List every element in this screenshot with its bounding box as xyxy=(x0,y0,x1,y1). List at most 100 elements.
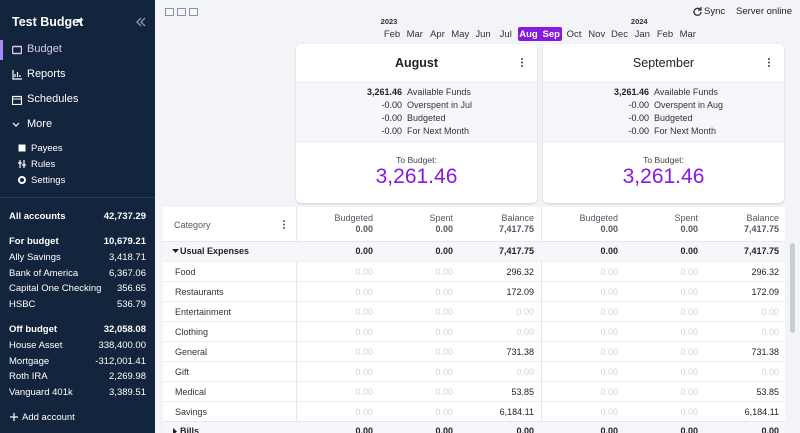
category-amount[interactable]: 0.00 xyxy=(600,407,618,417)
sub-nav-item[interactable]: Payees xyxy=(31,143,63,154)
budget-icon xyxy=(12,45,22,55)
group-total: 0.00 xyxy=(680,246,698,256)
add-icon xyxy=(10,413,18,421)
category-amount[interactable]: 0.00 xyxy=(355,387,373,397)
server-status: Server online xyxy=(736,6,792,17)
category-name[interactable]: Savings xyxy=(175,407,208,417)
reports-icon xyxy=(12,70,22,80)
category-name[interactable]: Clothing xyxy=(175,327,209,337)
summary-value: 3,261.46 xyxy=(613,87,649,97)
month-title: August xyxy=(394,56,439,70)
category-amount[interactable]: 0.00 xyxy=(355,307,373,317)
month-button[interactable]: Apr xyxy=(430,29,445,40)
group-name[interactable]: Usual Expenses xyxy=(180,246,250,256)
category-amount[interactable]: 0.00 xyxy=(355,347,373,357)
category-name[interactable]: Food xyxy=(175,267,196,277)
category-amount[interactable]: 0.00 xyxy=(600,327,618,337)
category-name[interactable]: Entertainment xyxy=(175,307,232,317)
summary-label: For Next Month xyxy=(654,126,717,136)
group-total: 7,417.75 xyxy=(743,246,779,256)
column-header: Spent xyxy=(674,213,698,223)
summary-value: -0.00 xyxy=(381,100,402,110)
account-group[interactable]: Off budget xyxy=(9,323,58,335)
month-button[interactable]: Dec xyxy=(611,29,628,40)
group-name[interactable]: Bills xyxy=(180,426,200,433)
account-balance: 338,400.00 xyxy=(98,339,146,351)
category-name[interactable]: Gift xyxy=(175,367,190,377)
sub-nav-item[interactable]: Settings xyxy=(31,175,66,186)
month-button[interactable]: Oct xyxy=(566,29,582,40)
account[interactable]: Vanguard 401k xyxy=(9,386,73,398)
category-amount[interactable]: 0.00 xyxy=(600,267,618,277)
category-amount: 0.00 xyxy=(435,267,453,277)
category-amount[interactable]: 0.00 xyxy=(600,387,618,397)
account[interactable]: Mortgage xyxy=(9,355,50,367)
budget-name[interactable]: Test Budget xyxy=(12,15,84,29)
month-button[interactable]: Jun xyxy=(475,29,491,40)
category-amount[interactable]: 0.00 xyxy=(355,327,373,337)
category-amount[interactable]: 0.00 xyxy=(355,407,373,417)
add-account[interactable]: Add account xyxy=(22,412,75,423)
sub-nav-item[interactable]: Rules xyxy=(31,159,56,170)
month-button[interactable]: May xyxy=(451,29,470,40)
month-button[interactable]: Mar xyxy=(406,29,423,40)
account[interactable]: HSBC xyxy=(9,299,36,311)
budget-table: Category Budgeted 0.00 Spent 0.00 Balance 7,41… xyxy=(163,207,785,433)
category-amount[interactable]: 0.00 xyxy=(355,287,373,297)
category-row xyxy=(163,341,785,362)
category-amount[interactable]: 0.00 xyxy=(355,367,373,377)
sidebar: Test Budget Budget Reports Schedules More Pay… xyxy=(0,0,155,433)
category-amount: 0.00 xyxy=(680,347,698,357)
month-button[interactable]: Feb xyxy=(656,29,674,40)
category-amount: 0.00 xyxy=(516,367,534,377)
account[interactable]: Roth IRA xyxy=(9,371,48,383)
category-name[interactable]: Medical xyxy=(175,387,207,397)
collapse-icon[interactable] xyxy=(136,17,146,27)
account[interactable]: House Asset xyxy=(9,339,63,351)
account[interactable]: Ally Savings xyxy=(9,252,61,263)
category-amount: 0.00 xyxy=(435,407,453,417)
account[interactable]: Bank of America xyxy=(9,267,79,279)
nav-item[interactable]: Schedules xyxy=(27,93,79,105)
column-header: Budgeted xyxy=(334,213,373,223)
category-amount: 0.00 xyxy=(435,307,453,317)
category-row xyxy=(163,261,785,282)
category-row xyxy=(163,361,785,382)
account[interactable]: Capital One Checking xyxy=(9,283,102,295)
summary-label: Overspent in Aug xyxy=(654,100,724,110)
category-amount[interactable]: 0.00 xyxy=(355,267,373,277)
category-amount[interactable]: 0.00 xyxy=(600,367,618,377)
category-amount: 731.38 xyxy=(506,347,534,357)
category-amount[interactable]: 0.00 xyxy=(600,287,618,297)
all-accounts[interactable]: All accounts xyxy=(9,211,66,222)
category-amount: 0.00 xyxy=(761,307,779,317)
category-amount[interactable]: 0.00 xyxy=(600,347,618,357)
category-amount: 6,184.11 xyxy=(499,407,534,417)
group-total: 0.00 xyxy=(600,246,618,256)
category-amount: 0.00 xyxy=(680,287,698,297)
category-amount[interactable]: 0.00 xyxy=(600,307,618,317)
sync-button[interactable]: Sync xyxy=(704,6,726,17)
account-group[interactable]: For budget xyxy=(9,236,59,247)
nav-item[interactable]: More xyxy=(27,118,53,130)
month-button[interactable]: Jan xyxy=(634,29,650,40)
account-group-balance: 10,679.21 xyxy=(103,236,146,247)
month-button[interactable]: Mar xyxy=(679,29,696,40)
category-name[interactable]: General xyxy=(175,347,208,357)
column-divider xyxy=(541,207,542,433)
category-name[interactable]: Restaurants xyxy=(175,287,224,297)
category-menu xyxy=(283,220,285,229)
month-button[interactable]: Feb xyxy=(383,29,401,40)
view-icons[interactable] xyxy=(165,7,199,17)
account-balance: 3,418.71 xyxy=(109,252,146,263)
to-budget-amount: 3,261.46 xyxy=(375,165,458,188)
month-button[interactable]: Nov xyxy=(588,29,606,40)
nav-item[interactable]: Reports xyxy=(27,68,66,80)
category-amount: 0.00 xyxy=(516,327,534,337)
month-button[interactable]: Aug xyxy=(519,29,538,40)
month-card: August 3,261.46 Available Funds -0.00 Oversp… xyxy=(296,44,537,203)
month-button[interactable]: Sep xyxy=(542,29,560,40)
nav-item[interactable]: Budget xyxy=(27,43,62,55)
scrollbar[interactable] xyxy=(790,243,795,333)
month-button[interactable]: Jul xyxy=(499,29,512,40)
